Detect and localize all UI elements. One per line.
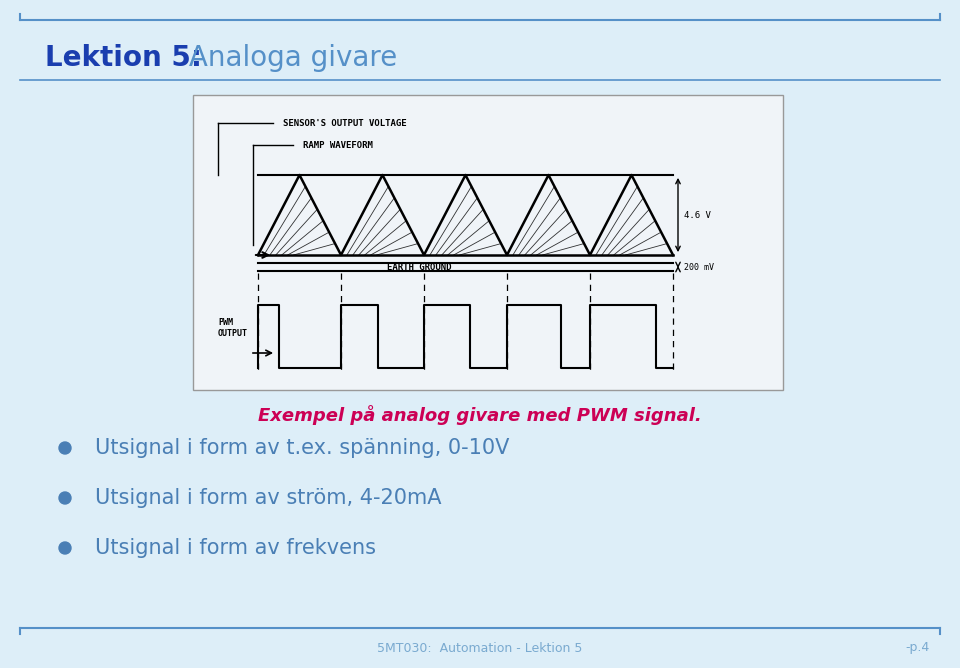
Text: 200 mV: 200 mV — [684, 263, 714, 271]
Text: Lektion 5:: Lektion 5: — [45, 44, 202, 72]
Text: EARTH GROUND: EARTH GROUND — [387, 263, 451, 271]
Text: SENSOR'S OUTPUT VOLTAGE: SENSOR'S OUTPUT VOLTAGE — [283, 118, 407, 128]
Text: RAMP WAVEFORM: RAMP WAVEFORM — [303, 140, 372, 150]
Bar — [193, 95, 783, 390]
Text: PWM
OUTPUT: PWM OUTPUT — [218, 318, 248, 338]
Text: Utsignal i form av ström, 4-20mA: Utsignal i form av ström, 4-20mA — [95, 488, 442, 508]
Text: 4.6 V: 4.6 V — [684, 210, 710, 220]
Text: Exempel på analog givare med PWM signal.: Exempel på analog givare med PWM signal. — [258, 405, 702, 425]
Text: Utsignal i form av frekvens: Utsignal i form av frekvens — [95, 538, 376, 558]
Text: 5MT030:  Automation - Lektion 5: 5MT030: Automation - Lektion 5 — [377, 641, 583, 655]
Circle shape — [59, 492, 71, 504]
Text: Utsignal i form av t.ex. spänning, 0-10V: Utsignal i form av t.ex. spänning, 0-10V — [95, 438, 510, 458]
Text: -p.4: -p.4 — [905, 641, 930, 655]
Text: Analoga givare: Analoga givare — [180, 44, 397, 72]
Circle shape — [59, 542, 71, 554]
Circle shape — [59, 442, 71, 454]
